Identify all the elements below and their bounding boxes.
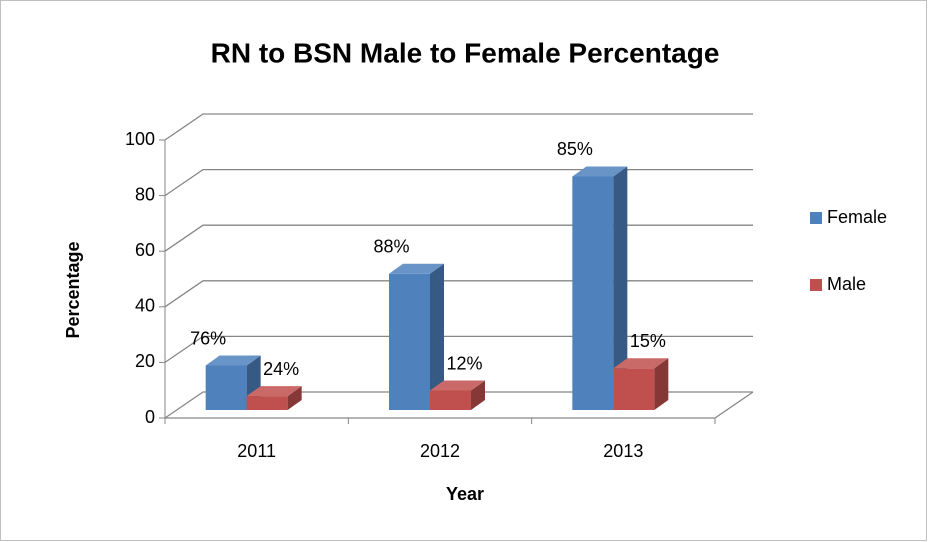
y-tick-label: 0 (145, 407, 155, 427)
bar-front (430, 390, 471, 410)
bar-top (613, 358, 669, 369)
y-tick-label: 80 (135, 184, 155, 204)
grid-line (164, 224, 753, 252)
y-tick-label: 60 (135, 240, 155, 260)
legend-label: Male (827, 274, 866, 294)
chart-title: RN to BSN Male to Female Percentage (211, 37, 720, 68)
bar (389, 263, 444, 410)
bar-top (246, 386, 302, 397)
y-tick-label: 40 (135, 296, 155, 316)
data-label: 15% (630, 331, 666, 351)
data-label: 24% (263, 359, 299, 379)
x-tick-label: 2012 (420, 441, 460, 461)
bar-front (246, 396, 288, 410)
bar-front (613, 368, 655, 410)
bar-top (430, 380, 485, 391)
y-axis-label: Percentage (63, 241, 83, 338)
data-label: 85% (557, 139, 593, 159)
y-tick-label: 20 (135, 351, 155, 371)
legend-swatch (810, 212, 822, 224)
bar-top (572, 166, 628, 177)
bar-side (613, 166, 628, 410)
data-label: 88% (373, 237, 409, 257)
x-tick-label: 2011 (237, 441, 276, 461)
data-label: 76% (190, 328, 226, 348)
bar-side (430, 263, 444, 410)
bar (430, 380, 485, 410)
y-tick-label: 100 (125, 129, 155, 149)
bar (613, 358, 669, 410)
grid-line (164, 113, 753, 141)
bar-side (654, 358, 669, 410)
legend-swatch (810, 279, 822, 291)
grid-line (164, 335, 753, 363)
grid-line (164, 168, 753, 197)
bar-front (572, 176, 614, 410)
bar-side (287, 386, 302, 410)
x-axis-label: Year (446, 484, 484, 504)
bar-front (389, 273, 430, 410)
bar-top (205, 355, 261, 366)
bar (246, 386, 302, 410)
grid-line (164, 391, 753, 419)
x-tick-label: 2013 (603, 441, 643, 461)
legend-label: Female (827, 207, 887, 227)
bar-front (205, 365, 247, 410)
data-label: 12% (446, 353, 482, 373)
bar-side (471, 380, 485, 410)
bar (572, 166, 628, 410)
bar-top (389, 263, 444, 274)
grid-line (164, 280, 753, 308)
